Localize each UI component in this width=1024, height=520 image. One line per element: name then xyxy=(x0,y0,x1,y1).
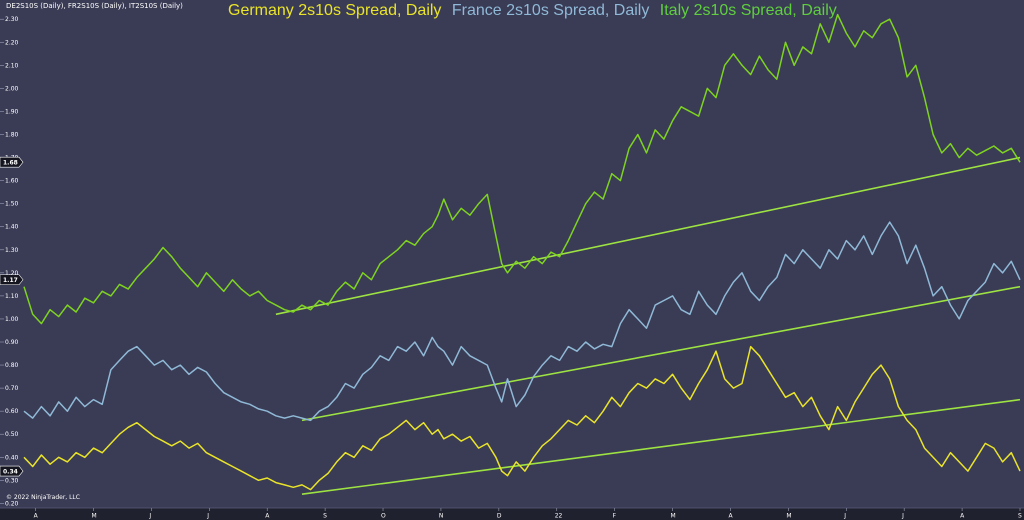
y-tick-label: 2.20 xyxy=(5,39,19,46)
y-tick-label: 1.80 xyxy=(5,132,19,139)
y-tick-label: 0.20 xyxy=(5,500,19,507)
price-marker: 1.68 xyxy=(0,156,24,168)
y-tick-label: 2.10 xyxy=(5,62,19,69)
instrument-list: DE2S10S (Daily), FR2S10S (Daily), IT2S10… xyxy=(6,2,183,10)
x-tick-label: J xyxy=(901,513,904,520)
y-tick-label: 1.20 xyxy=(5,270,19,277)
france-spread-line xyxy=(23,221,1021,422)
series-lines xyxy=(23,13,1021,491)
price-marker-box xyxy=(0,274,24,286)
italy-trendline[interactable] xyxy=(275,156,1021,316)
price-marker-label: 1.17 xyxy=(3,277,18,284)
x-tick-label: A xyxy=(265,513,270,520)
y-tick-label: 1.40 xyxy=(5,224,19,231)
y-tick-label: 0.40 xyxy=(5,454,19,461)
italy-title: Italy 2s10s Spread, Daily xyxy=(659,2,837,19)
y-tick-label: 0.30 xyxy=(5,477,19,484)
price-marker-label: 0.34 xyxy=(3,468,18,475)
y-tick-label: 1.90 xyxy=(5,108,19,115)
y-tick-label: 1.10 xyxy=(5,293,19,300)
france-title: France 2s10s Spread, Daily xyxy=(451,2,650,19)
germany-trendline[interactable] xyxy=(301,398,1021,495)
x-tick-label: M xyxy=(91,513,96,520)
x-tick-label: F xyxy=(613,513,617,520)
x-tick-label: J xyxy=(206,513,209,520)
price-marker-box xyxy=(0,465,24,477)
y-tick-label: 0.90 xyxy=(5,339,19,346)
y-tick-label: 0.60 xyxy=(5,408,19,415)
x-axis: A M J J A S O N D 22 F M A M J J A S xyxy=(0,507,1024,520)
germany-title: Germany 2s10s Spread, Daily xyxy=(228,2,442,19)
y-tick-label: 1.00 xyxy=(5,316,19,323)
price-marker: 0.34 xyxy=(0,465,24,477)
italy-spread-line xyxy=(23,13,1021,325)
y-tick-label: 1.60 xyxy=(5,178,19,185)
x-tick-label: S xyxy=(323,513,327,520)
x-tick-label: J xyxy=(148,513,151,520)
y-tick-label: 0.80 xyxy=(5,362,19,369)
x-tick-label: M xyxy=(786,513,791,520)
y-tick-label: 1.30 xyxy=(5,247,19,254)
x-tick-label: M xyxy=(671,513,676,520)
y-tick-label: 1.50 xyxy=(5,201,19,208)
x-tick-label: D xyxy=(497,513,502,520)
y-tick-label: 0.50 xyxy=(5,431,19,438)
x-tick-label: A xyxy=(960,513,965,520)
x-tick-label: N xyxy=(439,513,444,520)
x-tick-label: A xyxy=(728,513,733,520)
price-marker: 1.17 xyxy=(0,274,24,286)
x-tick-label: O xyxy=(381,513,386,520)
chart-titles: Germany 2s10s Spread, Daily France 2s10s… xyxy=(228,2,843,20)
y-tick-label: 0.70 xyxy=(5,385,19,392)
france-trendline[interactable] xyxy=(301,285,1021,422)
copyright-text: © 2022 NinjaTrader, LLC xyxy=(6,494,80,501)
x-tick-label: A xyxy=(34,513,39,520)
x-tick-label: J xyxy=(843,513,846,520)
x-axis-band xyxy=(0,508,1024,520)
x-tick-label: 22 xyxy=(555,513,563,520)
price-marker-label: 1.68 xyxy=(3,159,18,166)
y-tick-label: 2.00 xyxy=(5,85,19,92)
y-tick-label: 2.30 xyxy=(5,16,19,23)
germany-spread-line xyxy=(23,345,1021,491)
x-tick-label: S xyxy=(1018,513,1022,520)
price-markers: 1.68 1.17 0.34 xyxy=(0,156,24,477)
trendlines[interactable] xyxy=(275,156,1021,495)
price-marker-box xyxy=(0,156,24,168)
